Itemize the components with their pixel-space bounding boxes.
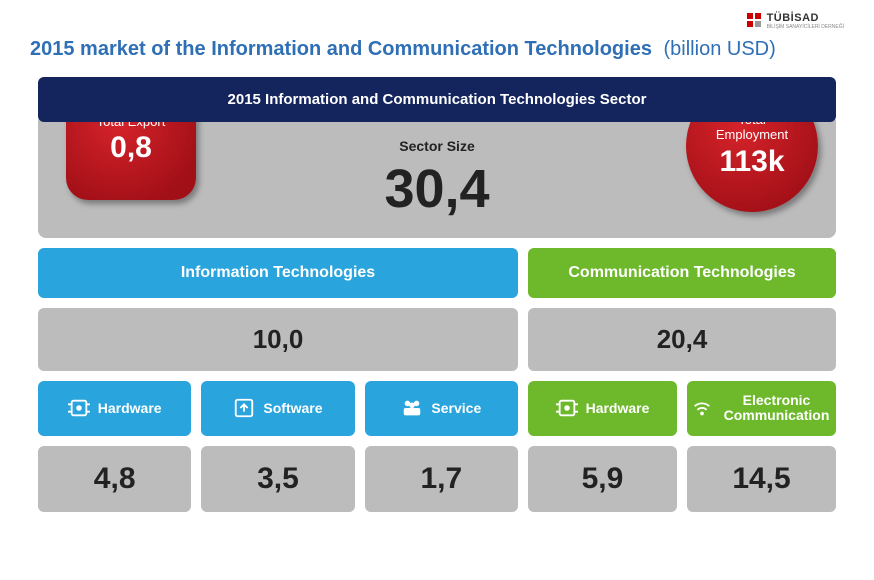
chip-icon [556,397,578,419]
subcat-value-hardware: 5,9 [528,446,677,512]
badge-export-value: 0,8 [110,131,152,165]
subcat-value-software: 3,5 [201,446,354,512]
wifi-icon [691,397,713,419]
cat-ct-total: 20,4 [528,308,836,371]
subcat-software: Software [201,381,354,436]
cat-it-total: 10,0 [38,308,518,371]
logo-subtitle: BİLİŞİM SANAYİCİLERİ DERNEĞİ [767,24,844,30]
chip-icon [68,397,90,419]
sector-box: Total Export 0,8 TotalEmployment 113k Se… [38,114,836,238]
page-title: 2015 market of the Information and Commu… [30,38,844,61]
subcat-value-hardware: 4,8 [38,446,191,512]
title-text: 2015 market of the Information and Commu… [30,38,652,60]
logo-text: TÜBİSAD [767,12,819,24]
badge-employment-value: 113k [719,145,784,179]
category-total-row: 10,0 20,4 [38,308,836,371]
subcat-electronic-communication: Electronic Communication [687,381,836,436]
subcat-value-row: 4,83,51,75,914,5 [38,446,836,512]
subcat-hardware: Hardware [38,381,191,436]
people-icon [401,397,423,419]
subcat-service: Service [365,381,518,436]
title-unit: (billion USD) [664,38,776,60]
cat-ct: Communication Technologies [528,248,836,298]
subcat-label-row: HardwareSoftwareServiceHardwareElectroni… [38,381,836,436]
category-row: Information Technologies Communication T… [38,248,836,298]
cat-it: Information Technologies [38,248,518,298]
software-icon [233,397,255,419]
subcat-hardware: Hardware [528,381,677,436]
subcat-value-service: 1,7 [365,446,518,512]
logo-icon [747,13,763,29]
sector-header: 2015 Information and Communication Techn… [38,77,836,122]
logo: TÜBİSAD BİLİŞİM SANAYİCİLERİ DERNEĞİ [747,12,844,30]
subcat-value-electronic-communication: 14,5 [687,446,836,512]
